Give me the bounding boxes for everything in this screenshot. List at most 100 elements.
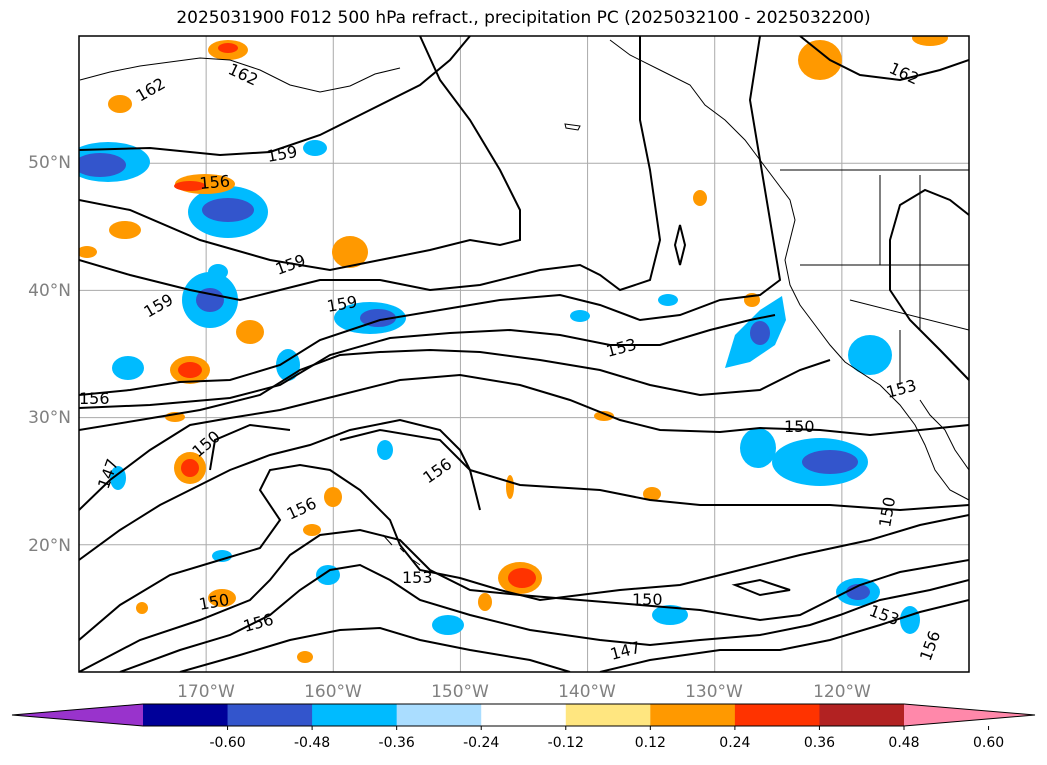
gulf-of-california-coast [919, 399, 969, 471]
contour-line [889, 188, 969, 381]
lon-tick-label: 170°W [177, 682, 235, 702]
precip-negative-area [848, 335, 892, 375]
contour-line [209, 423, 291, 471]
precip-negative-core [750, 321, 770, 345]
north-america-coastline [609, 39, 969, 501]
precip-negative-area [432, 615, 464, 635]
colorbar-segment [565, 704, 651, 726]
contour-line [599, 599, 969, 672]
colorbar-tick-label: -0.48 [294, 735, 330, 751]
lat-tick-label: 40°N [28, 281, 71, 301]
coastline-layer [79, 39, 969, 566]
colorbar-segment [396, 704, 482, 726]
contour-line [79, 36, 471, 157]
lon-tick-label: 120°W [813, 682, 871, 702]
precip-negative-area [377, 440, 393, 460]
contour-line [673, 224, 687, 266]
contour-label: 156 [79, 389, 110, 408]
map-title: 2025031900 F012 500 hPa refract., precip… [176, 8, 871, 28]
precip-negative-area [303, 140, 327, 156]
precip-positive-core [174, 181, 206, 191]
contour-line [799, 36, 969, 82]
lon-tick-label: 150°W [431, 682, 489, 702]
colorbar-tick-label: 0.12 [635, 735, 666, 751]
small-island [564, 123, 581, 131]
contour-line [339, 428, 481, 511]
colorbar-tick-label: 0.60 [973, 735, 1004, 751]
contour-line [79, 36, 521, 272]
colorbar-segment [143, 704, 229, 726]
precip-positive-area [108, 95, 132, 113]
precip-positive-area [912, 36, 948, 46]
contour-line [119, 563, 969, 672]
state-borders [849, 175, 969, 385]
contour-line [731, 578, 791, 597]
colorbar-segment [227, 704, 313, 726]
precip-positive-area [643, 487, 661, 501]
lon-tick-label: 140°W [558, 682, 616, 702]
lat-tick-label: 30°N [28, 408, 71, 428]
precip-positive-area [798, 40, 842, 80]
colorbar-outline [11, 703, 1036, 727]
precip-positive-area [506, 475, 514, 499]
precip-negative-area [112, 356, 144, 380]
contour-label: 156 [199, 171, 231, 193]
colorbar-extend-high [904, 704, 1035, 726]
colorbar-segment [312, 704, 398, 726]
contour-line [179, 626, 571, 672]
precip-positive-core [508, 568, 536, 588]
colorbar-segment [819, 704, 905, 726]
precip-negative-core [360, 309, 396, 327]
precip-negative-area [900, 606, 920, 634]
precip-negative-area [740, 428, 776, 468]
colorbar-tick-label: -0.60 [209, 735, 245, 751]
contour-layer [79, 36, 969, 672]
precip-positive-area [79, 246, 97, 258]
colorbar-extend-low [12, 704, 143, 726]
precip-negative-area [208, 264, 228, 280]
colorbar-tick-label: -0.24 [463, 735, 499, 751]
precip-positive-area [109, 221, 141, 239]
precip-positive-area [136, 602, 148, 614]
precip-positive-area [332, 236, 368, 268]
contour-line [79, 463, 969, 641]
contour-line [79, 36, 782, 396]
colorbar-tick-label: 0.48 [888, 735, 919, 751]
contour-line [79, 528, 969, 672]
precip-negative-core [202, 198, 254, 222]
colorbar-segment [650, 704, 736, 726]
lon-tick-label: 130°W [685, 682, 743, 702]
precip-positive-core [218, 43, 238, 53]
lat-tick-label: 20°N [28, 536, 71, 556]
precip-negative-area [570, 310, 590, 322]
colorbar-segment [481, 704, 567, 726]
contour-line [79, 418, 969, 561]
precip-positive-area [208, 589, 236, 607]
lat-tick-label: 50°N [28, 153, 71, 173]
precip-negative-area [212, 550, 232, 562]
precip-positive-core [178, 362, 202, 378]
contour-label: 150 [632, 590, 663, 609]
lon-tick-label: 160°W [304, 682, 362, 702]
contour-line [79, 314, 776, 409]
precip-positive-area [324, 487, 342, 507]
precip-negative-core [196, 288, 224, 312]
colorbar: -0.60 -0.48 -0.36 -0.24 -0.12 0.12 0.24 0.36 0.4… [11, 703, 1036, 751]
precip-negative-area [652, 605, 688, 625]
precip-positive-core [181, 459, 199, 477]
colorbar-segment [734, 704, 820, 726]
contour-line [79, 348, 831, 431]
colorbar-tick-label: 0.24 [719, 735, 750, 751]
colorbar-tick-label: -0.36 [379, 735, 415, 751]
precip-negative-core [802, 450, 858, 474]
map-frame [78, 35, 970, 673]
precip-negative-area [658, 294, 678, 306]
aleutian-island-chain [79, 57, 401, 93]
contour-line [79, 36, 662, 302]
precip-positive-area [594, 411, 614, 421]
colorbar-tick-label: -0.12 [548, 735, 584, 751]
precip-positive-area [236, 320, 264, 344]
contour-line [79, 373, 969, 511]
precip-positive-area [693, 190, 707, 206]
